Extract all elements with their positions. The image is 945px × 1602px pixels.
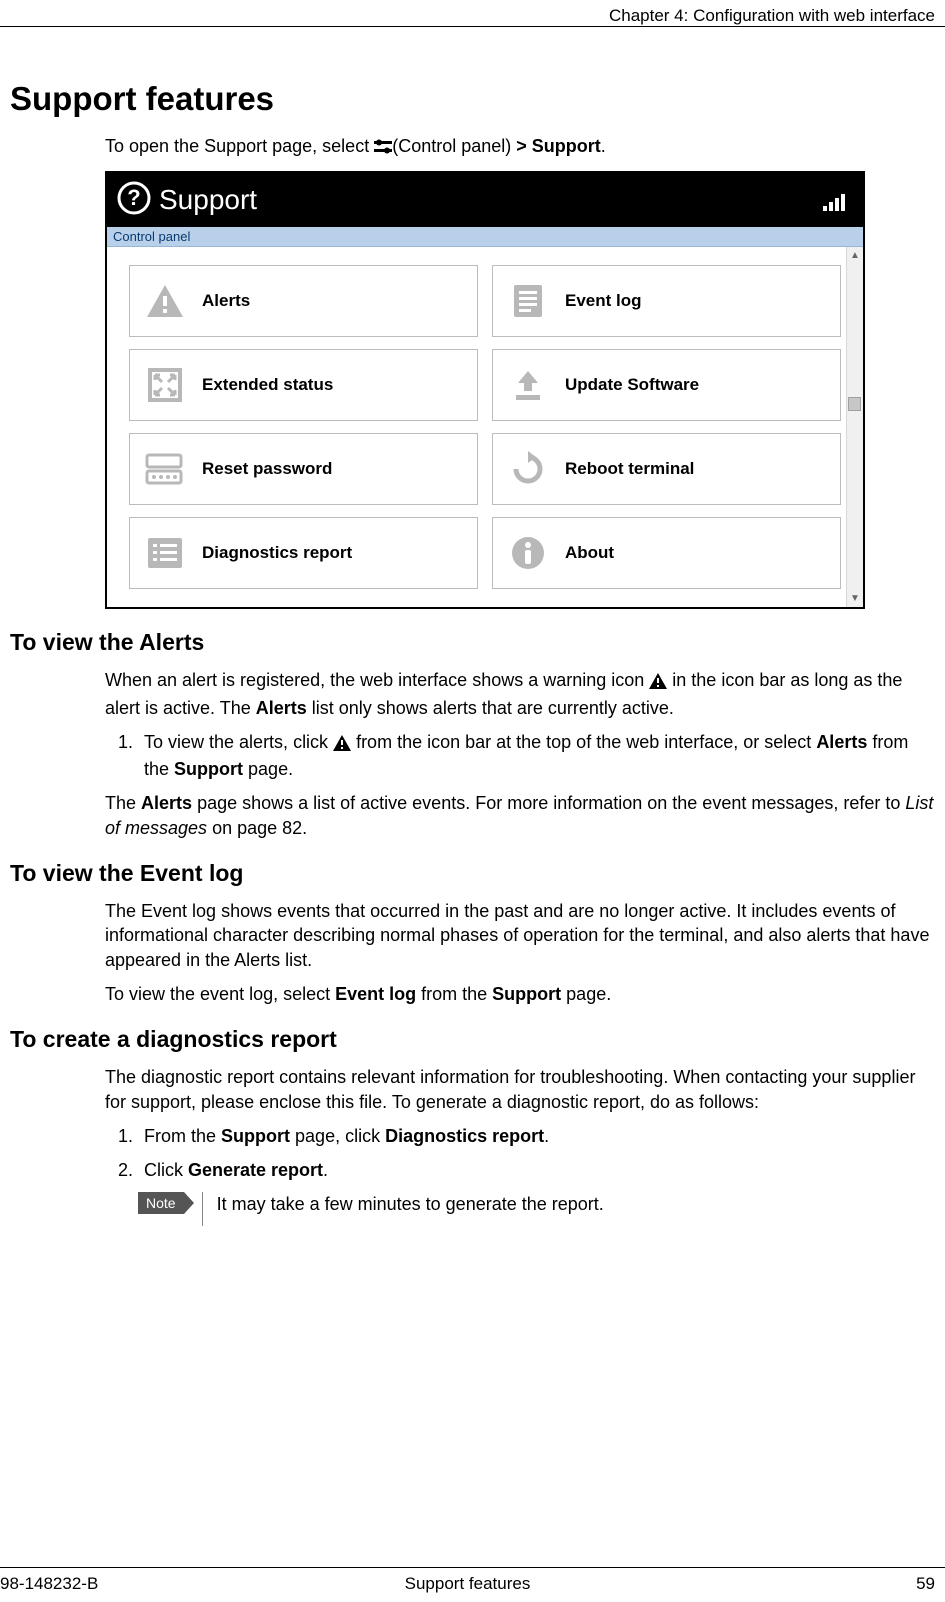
tile-label: Reboot terminal xyxy=(565,459,694,479)
diag-step-2: Click Generate report. xyxy=(138,1158,931,1182)
scroll-down-icon[interactable]: ▼ xyxy=(847,590,863,607)
document-lines-icon xyxy=(507,280,549,322)
text: Alerts xyxy=(816,732,867,752)
scrollbar[interactable]: ▲ ▼ xyxy=(846,247,863,607)
text: To view the event log, select xyxy=(105,984,335,1004)
intro-pre: To open the Support page, select xyxy=(105,136,374,156)
expand-icon xyxy=(144,364,186,406)
intro-sep: > xyxy=(511,136,532,156)
text: from the icon bar at the top of the web … xyxy=(351,732,816,752)
note-badge: Note xyxy=(138,1192,184,1214)
tile-label: Update Software xyxy=(565,375,699,395)
text: To view the alerts, click xyxy=(144,732,333,752)
alerts-p2: The Alerts page shows a list of active e… xyxy=(105,791,939,840)
diag-steps: From the Support page, click Diagnostics… xyxy=(138,1124,931,1183)
diag-heading: To create a diagnostics report xyxy=(10,1026,939,1053)
text: Generate report xyxy=(188,1160,323,1180)
alerts-step-1: To view the alerts, click from the icon … xyxy=(138,730,931,782)
text: From the xyxy=(144,1126,221,1146)
eventlog-heading: To view the Event log xyxy=(10,860,939,887)
text: Event log xyxy=(335,984,416,1004)
text: list only shows alerts that are currentl… xyxy=(307,698,674,718)
intro-paragraph: To open the Support page, select (Contro… xyxy=(105,134,939,161)
alert-triangle-icon xyxy=(144,280,186,322)
scroll-thumb[interactable] xyxy=(848,397,861,411)
svg-text:?: ? xyxy=(127,185,140,210)
alerts-heading: To view the Alerts xyxy=(10,629,939,656)
alerts-steps: To view the alerts, click from the icon … xyxy=(138,730,931,782)
tile-update-software[interactable]: Update Software xyxy=(492,349,841,421)
tile-reset-password[interactable]: Reset password xyxy=(129,433,478,505)
diag-step-1: From the Support page, click Diagnostics… xyxy=(138,1124,931,1148)
warning-triangle-icon xyxy=(649,671,667,695)
text: Support xyxy=(174,759,243,779)
footer-section: Support features xyxy=(0,1574,935,1594)
tile-reboot-terminal[interactable]: Reboot terminal xyxy=(492,433,841,505)
text: on page 82. xyxy=(207,818,307,838)
control-panel-icon xyxy=(374,137,392,161)
intro-support: Support xyxy=(532,136,601,156)
text: page shows a list of active events. For … xyxy=(192,793,905,813)
top-rule xyxy=(0,26,945,27)
tile-label: Extended status xyxy=(202,375,333,395)
alerts-p1: When an alert is registered, the web int… xyxy=(105,668,939,720)
text: page. xyxy=(243,759,293,779)
text: Alerts xyxy=(256,698,307,718)
page-footer: 98-148232-B Support features 59 xyxy=(0,1574,935,1594)
password-field-icon xyxy=(144,448,186,490)
text: . xyxy=(544,1126,549,1146)
tile-eventlog[interactable]: Event log xyxy=(492,265,841,337)
tile-alerts[interactable]: Alerts xyxy=(129,265,478,337)
note-separator xyxy=(202,1192,203,1226)
intro-cp: (Control panel) xyxy=(392,136,511,156)
tile-label: Event log xyxy=(565,291,642,311)
support-tile-grid: Alerts Event log Extende xyxy=(107,247,863,607)
help-icon: ? xyxy=(117,181,151,220)
tile-extended-status[interactable]: Extended status xyxy=(129,349,478,421)
tile-label: Diagnostics report xyxy=(202,543,352,563)
support-screenshot: ? Support Control panel Alerts xyxy=(105,171,865,609)
note-row: Note It may take a few minutes to genera… xyxy=(138,1192,939,1226)
upload-icon xyxy=(507,364,549,406)
warning-triangle-icon xyxy=(333,733,351,757)
text: page. xyxy=(561,984,611,1004)
text: page, click xyxy=(290,1126,385,1146)
tile-label: Alerts xyxy=(202,291,250,311)
text: Click xyxy=(144,1160,188,1180)
bottom-rule xyxy=(0,1567,945,1568)
eventlog-p2: To view the event log, select Event log … xyxy=(105,982,939,1006)
info-icon xyxy=(507,532,549,574)
diag-p1: The diagnostic report contains relevant … xyxy=(105,1065,939,1114)
tile-label: Reset password xyxy=(202,459,332,479)
text: from the xyxy=(416,984,492,1004)
text: Diagnostics report xyxy=(385,1126,544,1146)
screenshot-titlebar: ? Support xyxy=(107,173,863,227)
tile-diagnostics-report[interactable]: Diagnostics report xyxy=(129,517,478,589)
text: When an alert is registered, the web int… xyxy=(105,670,649,690)
tile-about[interactable]: About xyxy=(492,517,841,589)
text: Support xyxy=(492,984,561,1004)
signal-icon xyxy=(823,191,851,216)
text: Support xyxy=(221,1126,290,1146)
text: . xyxy=(323,1160,328,1180)
eventlog-p1: The Event log shows events that occurred… xyxy=(105,899,939,972)
section-title: Support features xyxy=(10,80,939,118)
scroll-up-icon[interactable]: ▲ xyxy=(847,247,863,264)
tile-label: About xyxy=(565,543,614,563)
report-list-icon xyxy=(144,532,186,574)
text: Alerts xyxy=(141,793,192,813)
intro-end: . xyxy=(601,136,606,156)
refresh-icon xyxy=(507,448,549,490)
chapter-header: Chapter 4: Configuration with web interf… xyxy=(609,6,935,26)
note-text: It may take a few minutes to generate th… xyxy=(217,1192,604,1216)
screenshot-breadcrumb[interactable]: Control panel xyxy=(107,227,863,247)
screenshot-title: Support xyxy=(159,184,257,216)
text: The xyxy=(105,793,141,813)
